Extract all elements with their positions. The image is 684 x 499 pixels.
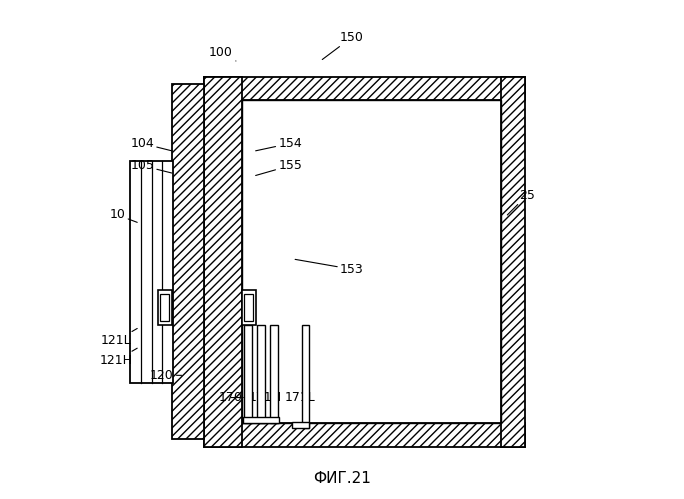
Text: 121H: 121H — [99, 348, 137, 367]
Bar — [270, 325, 278, 423]
Text: 170: 170 — [219, 391, 244, 404]
Bar — [130, 161, 173, 383]
Bar — [158, 290, 172, 325]
Text: 171H: 171H — [249, 391, 282, 404]
Bar — [243, 417, 279, 423]
Bar — [172, 84, 204, 440]
Text: 10: 10 — [109, 209, 137, 223]
Text: 120: 120 — [150, 369, 182, 382]
Bar — [241, 290, 256, 325]
Bar — [244, 294, 253, 321]
Text: 171L: 171L — [285, 391, 315, 404]
Bar — [302, 325, 309, 428]
Text: 25: 25 — [508, 189, 535, 215]
Bar — [241, 100, 501, 423]
Text: 150: 150 — [322, 31, 364, 59]
Bar — [161, 294, 170, 321]
Bar — [257, 325, 265, 423]
Bar — [291, 422, 309, 428]
Text: 154: 154 — [256, 137, 302, 151]
Text: 121L: 121L — [101, 328, 137, 347]
Text: 155: 155 — [256, 159, 302, 176]
Text: ФИГ.21: ФИГ.21 — [313, 472, 371, 487]
Bar — [501, 77, 525, 447]
Text: 104: 104 — [130, 137, 172, 151]
Text: 153: 153 — [295, 259, 364, 276]
Text: 105: 105 — [130, 159, 172, 173]
Bar — [204, 423, 525, 447]
Bar — [244, 325, 252, 423]
Text: 100: 100 — [209, 45, 236, 61]
Bar — [241, 100, 501, 423]
Bar — [204, 77, 241, 447]
Bar — [204, 77, 525, 100]
